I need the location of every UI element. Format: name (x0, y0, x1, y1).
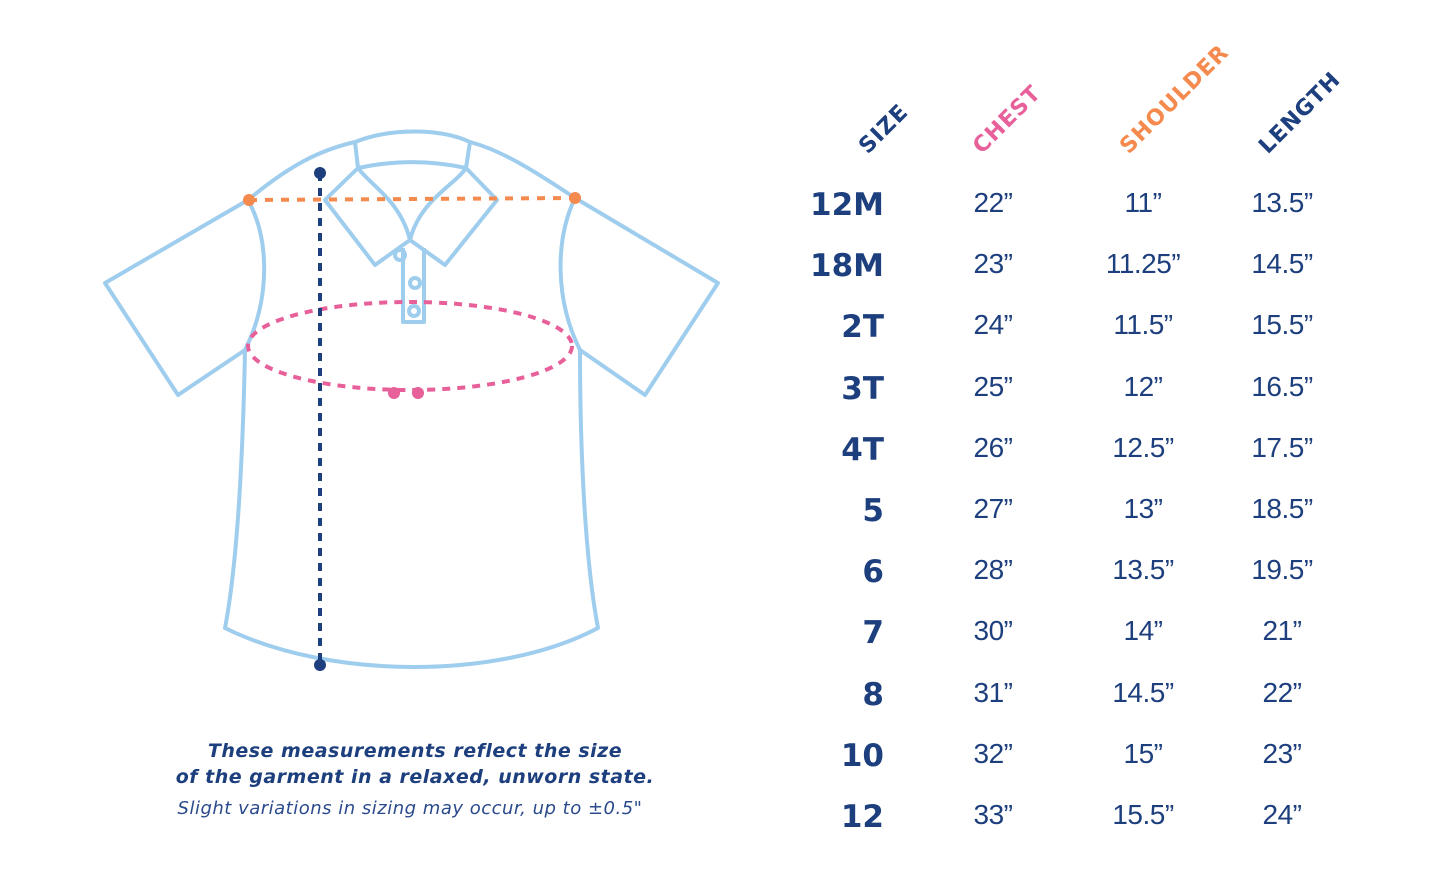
length-value: 13.5” (1251, 187, 1313, 218)
size-label: 12 (840, 799, 884, 835)
shoulder-value: 11” (1124, 187, 1162, 218)
shoulder-value: 14.5” (1112, 676, 1174, 708)
shoulder-value: 15.5” (1112, 799, 1174, 830)
length-value: 15.5” (1251, 309, 1313, 341)
length-value: 22” (1262, 676, 1302, 708)
chest-value: 31” (973, 676, 1013, 708)
length-value: 17.5” (1251, 431, 1313, 463)
chest-value: 22” (973, 187, 1013, 218)
note-line-1: These measurements reflect the size (207, 740, 623, 762)
length-value: 16.5” (1251, 370, 1313, 402)
length-value: 24” (1262, 799, 1302, 830)
chest-value: 33” (973, 799, 1013, 830)
shoulder-value: 13.5” (1112, 554, 1174, 586)
chest-value: 27” (973, 493, 1013, 524)
header-shoulder: SHOULDER (1115, 40, 1235, 159)
size-label: 18M (810, 248, 884, 285)
size-label: 7 (862, 615, 884, 652)
chest-measure-line (246, 300, 574, 392)
shoulder-value: 13” (1123, 493, 1163, 524)
size-label: 2T (841, 309, 884, 346)
header-size: SIZE (854, 99, 914, 159)
shoulder-value: 15” (1123, 737, 1163, 769)
length-value: 23” (1262, 737, 1302, 769)
shirt-collar (353, 129, 472, 170)
chest-value: 24” (973, 309, 1013, 341)
size-label: 8 (862, 676, 884, 713)
chest-value: 30” (973, 615, 1013, 647)
polo-shirt-diagram (103, 129, 720, 671)
length-value: 19.5” (1251, 554, 1313, 586)
shoulder-value: 11.5” (1113, 309, 1173, 341)
note-line-2: of the garment in a relaxed, unworn stat… (175, 766, 655, 788)
size-label: 3T (841, 370, 884, 407)
length-value: 21” (1262, 615, 1302, 647)
size-label: 6 (862, 554, 884, 591)
disclaimer: Slight variations in sizing may occur, u… (177, 798, 643, 819)
header-length: LENGTH (1254, 67, 1346, 159)
shirt-outline (103, 140, 720, 669)
length-value: 18.5” (1251, 493, 1313, 524)
chest-value: 23” (973, 248, 1013, 280)
shoulder-value: 12.5” (1112, 431, 1174, 463)
header-chest: CHEST (968, 80, 1047, 159)
shoulder-value: 11.25” (1105, 248, 1181, 280)
shoulder-measure-line (248, 196, 576, 202)
length-value: 14.5” (1251, 248, 1313, 280)
shoulder-value: 12” (1123, 370, 1163, 402)
shoulder-value: 14” (1123, 615, 1163, 647)
chest-value: 26” (973, 431, 1013, 463)
size-label: 5 (862, 493, 884, 529)
chest-value: 25” (973, 370, 1013, 402)
chest-value: 32” (973, 737, 1013, 769)
size-label: 4T (841, 431, 884, 468)
measurement-note: These measurements reflect the size of t… (140, 738, 690, 790)
chest-value: 28” (973, 554, 1013, 586)
size-label: 12M (810, 187, 884, 223)
size-label: 10 (840, 737, 884, 774)
